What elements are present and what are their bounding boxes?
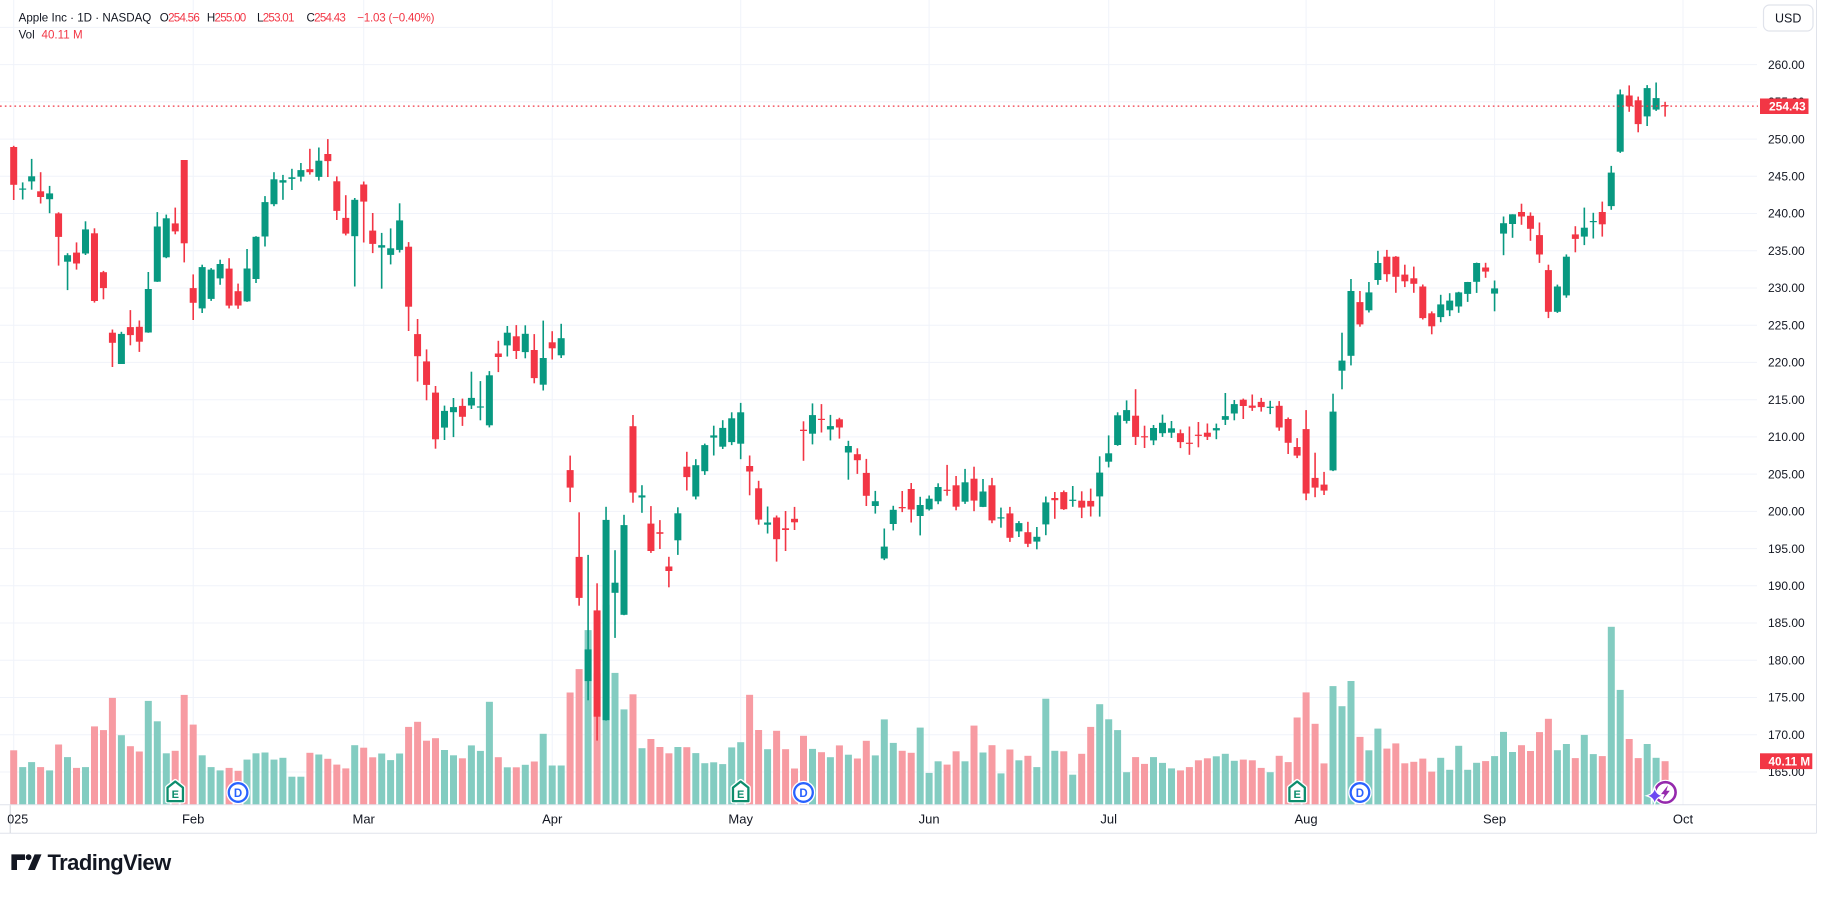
svg-text:205.00: 205.00 (1768, 467, 1805, 481)
svg-text:Mar: Mar (353, 812, 376, 827)
svg-text:220.00: 220.00 (1768, 356, 1805, 370)
svg-text:40.11 M: 40.11 M (1769, 756, 1811, 769)
svg-text:Feb: Feb (182, 812, 204, 827)
svg-text:E: E (172, 789, 179, 801)
svg-text:TradingView: TradingView (48, 850, 173, 875)
svg-text:Jun: Jun (919, 812, 940, 827)
svg-text:E: E (1293, 789, 1300, 801)
svg-text:195.00: 195.00 (1768, 542, 1805, 556)
svg-text:185.00: 185.00 (1768, 616, 1805, 630)
svg-text:USD: USD (1775, 12, 1801, 26)
svg-text:210.00: 210.00 (1768, 430, 1805, 444)
svg-text:254.43: 254.43 (1769, 100, 1806, 114)
svg-text:D: D (799, 788, 807, 800)
svg-text:175.00: 175.00 (1768, 691, 1805, 705)
svg-text:Aug: Aug (1295, 812, 1318, 827)
svg-text:235.00: 235.00 (1768, 244, 1805, 258)
svg-text:E: E (737, 789, 744, 801)
svg-text:Sep: Sep (1483, 812, 1506, 827)
svg-text:180.00: 180.00 (1768, 654, 1805, 668)
svg-text:Jul: Jul (1100, 812, 1117, 827)
svg-text:245.00: 245.00 (1768, 170, 1805, 184)
svg-text:170.00: 170.00 (1768, 728, 1805, 742)
svg-text:Oct: Oct (1673, 812, 1694, 827)
svg-text:225.00: 225.00 (1768, 318, 1805, 332)
svg-text:025: 025 (7, 813, 28, 827)
svg-text:190.00: 190.00 (1768, 579, 1805, 593)
svg-text:May: May (728, 812, 753, 827)
svg-text:200.00: 200.00 (1768, 505, 1805, 519)
svg-text:260.00: 260.00 (1768, 58, 1805, 72)
svg-text:250.00: 250.00 (1768, 132, 1805, 146)
svg-text:Apr: Apr (542, 812, 563, 827)
svg-text:215.00: 215.00 (1768, 393, 1805, 407)
svg-text:D: D (1356, 788, 1364, 800)
svg-text:D: D (234, 788, 242, 800)
svg-text:230.00: 230.00 (1768, 281, 1805, 295)
svg-text:240.00: 240.00 (1768, 207, 1805, 221)
